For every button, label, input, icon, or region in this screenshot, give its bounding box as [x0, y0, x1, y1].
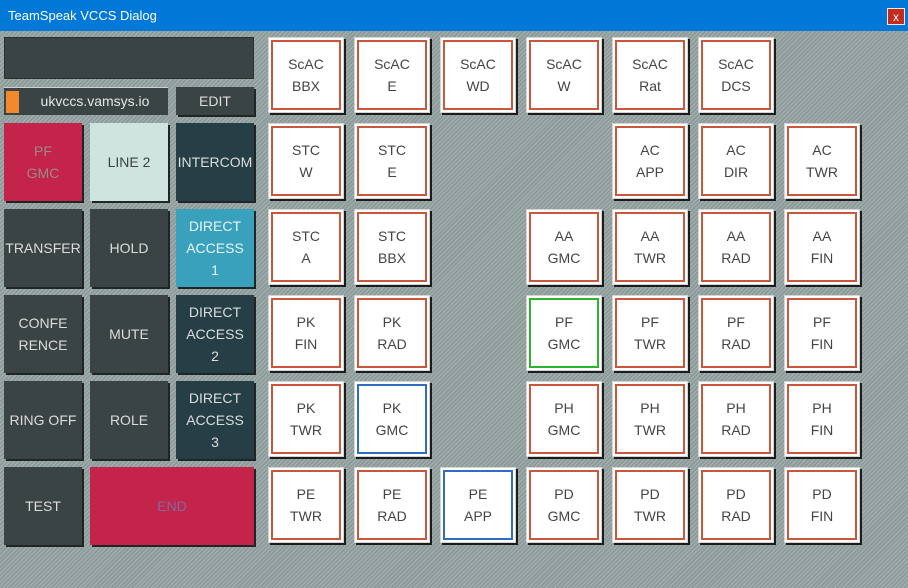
connection-indicator-icon: [6, 91, 19, 113]
position-button-pk-twr[interactable]: PK TWR: [268, 381, 344, 457]
position-button-ph-gmc[interactable]: PH GMC: [526, 381, 602, 457]
position-label: PH RAD: [701, 384, 771, 454]
window-title: TeamSpeak VCCS Dialog: [8, 8, 157, 23]
position-label: AC DIR: [701, 126, 771, 196]
position-label: STC A: [271, 212, 341, 282]
position-label: PD GMC: [529, 470, 599, 540]
position-button-aa-twr[interactable]: AA TWR: [612, 209, 688, 285]
position-button-stc-w[interactable]: STC W: [268, 123, 344, 199]
position-button-ac-app[interactable]: AC APP: [612, 123, 688, 199]
intercom-button[interactable]: INTERCOM: [176, 123, 254, 201]
position-button-scac-bbx[interactable]: ScAC BBX: [268, 37, 344, 113]
position-label: PD FIN: [787, 470, 857, 540]
server-name: ukvccs.vamsys.io: [40, 93, 150, 109]
position-label: PE APP: [443, 470, 513, 540]
position-button-stc-e[interactable]: STC E: [354, 123, 430, 199]
server-box: ukvccs.vamsys.io: [4, 87, 168, 115]
test-button[interactable]: TEST: [4, 467, 82, 545]
position-label: AC APP: [615, 126, 685, 196]
position-label: ScAC E: [357, 40, 427, 110]
position-label: AA RAD: [701, 212, 771, 282]
position-label: ScAC WD: [443, 40, 513, 110]
position-label: PK RAD: [357, 298, 427, 368]
position-label: PF RAD: [701, 298, 771, 368]
position-button-pf-fin[interactable]: PF FIN: [784, 295, 860, 371]
position-button-pk-fin[interactable]: PK FIN: [268, 295, 344, 371]
position-button-pe-app[interactable]: PE APP: [440, 467, 516, 543]
direct-access-2-button[interactable]: DIRECT ACCESS 2: [176, 295, 254, 373]
position-label: STC BBX: [357, 212, 427, 282]
position-label: AA TWR: [615, 212, 685, 282]
position-button-ac-twr[interactable]: AC TWR: [784, 123, 860, 199]
position-button-pd-fin[interactable]: PD FIN: [784, 467, 860, 543]
position-label: ScAC DCS: [701, 40, 771, 110]
active-line-button[interactable]: PF GMC: [4, 123, 82, 201]
position-button-scac-rat[interactable]: ScAC Rat: [612, 37, 688, 113]
position-label: PE RAD: [357, 470, 427, 540]
position-label: PK GMC: [357, 384, 427, 454]
position-label: PD TWR: [615, 470, 685, 540]
position-label: PK TWR: [271, 384, 341, 454]
line-2-button[interactable]: LINE 2: [90, 123, 168, 201]
position-label: ScAC W: [529, 40, 599, 110]
position-button-scac-wd[interactable]: ScAC WD: [440, 37, 516, 113]
position-button-ph-rad[interactable]: PH RAD: [698, 381, 774, 457]
position-button-pd-gmc[interactable]: PD GMC: [526, 467, 602, 543]
position-button-stc-a[interactable]: STC A: [268, 209, 344, 285]
ring-off-button[interactable]: RING OFF: [4, 381, 82, 459]
position-button-pd-twr[interactable]: PD TWR: [612, 467, 688, 543]
position-label: ScAC BBX: [271, 40, 341, 110]
position-label: AC TWR: [787, 126, 857, 196]
position-button-pf-twr[interactable]: PF TWR: [612, 295, 688, 371]
position-label: PF FIN: [787, 298, 857, 368]
end-button[interactable]: END: [90, 467, 254, 545]
position-label: PF TWR: [615, 298, 685, 368]
title-bar: TeamSpeak VCCS Dialog x: [0, 0, 908, 31]
position-button-stc-bbx[interactable]: STC BBX: [354, 209, 430, 285]
position-button-aa-gmc[interactable]: AA GMC: [526, 209, 602, 285]
hold-button[interactable]: HOLD: [90, 209, 168, 287]
position-label: AA FIN: [787, 212, 857, 282]
position-label: STC W: [271, 126, 341, 196]
message-display: [4, 37, 254, 79]
position-button-scac-w[interactable]: ScAC W: [526, 37, 602, 113]
position-button-scac-e[interactable]: ScAC E: [354, 37, 430, 113]
position-button-ph-fin[interactable]: PH FIN: [784, 381, 860, 457]
position-button-pf-gmc[interactable]: PF GMC: [526, 295, 602, 371]
position-button-pe-twr[interactable]: PE TWR: [268, 467, 344, 543]
transfer-button[interactable]: TRANSFER: [4, 209, 82, 287]
edit-button[interactable]: EDIT: [176, 87, 254, 115]
position-button-pk-rad[interactable]: PK RAD: [354, 295, 430, 371]
position-label: PK FIN: [271, 298, 341, 368]
close-button[interactable]: x: [887, 8, 905, 25]
position-label: PF GMC: [529, 298, 599, 368]
position-label: PD RAD: [701, 470, 771, 540]
position-label: ScAC Rat: [615, 40, 685, 110]
direct-access-3-button[interactable]: DIRECT ACCESS 3: [176, 381, 254, 459]
position-label: PH FIN: [787, 384, 857, 454]
direct-access-1-button[interactable]: DIRECT ACCESS 1: [176, 209, 254, 287]
position-button-pk-gmc[interactable]: PK GMC: [354, 381, 430, 457]
position-button-ac-dir[interactable]: AC DIR: [698, 123, 774, 199]
position-button-pe-rad[interactable]: PE RAD: [354, 467, 430, 543]
position-button-aa-rad[interactable]: AA RAD: [698, 209, 774, 285]
position-label: STC E: [357, 126, 427, 196]
position-button-aa-fin[interactable]: AA FIN: [784, 209, 860, 285]
position-button-scac-dcs[interactable]: ScAC DCS: [698, 37, 774, 113]
position-button-ph-twr[interactable]: PH TWR: [612, 381, 688, 457]
role-button[interactable]: ROLE: [90, 381, 168, 459]
position-button-pf-rad[interactable]: PF RAD: [698, 295, 774, 371]
position-label: AA GMC: [529, 212, 599, 282]
position-label: PH TWR: [615, 384, 685, 454]
position-label: PH GMC: [529, 384, 599, 454]
conference-button[interactable]: CONFE RENCE: [4, 295, 82, 373]
mute-button[interactable]: MUTE: [90, 295, 168, 373]
position-label: PE TWR: [271, 470, 341, 540]
position-button-pd-rad[interactable]: PD RAD: [698, 467, 774, 543]
